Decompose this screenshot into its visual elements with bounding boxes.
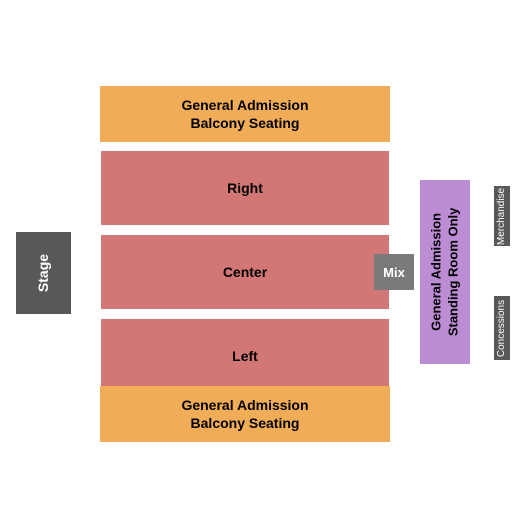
balcony-bottom-section[interactable]: General AdmissionBalcony Seating [100,386,390,442]
right-label: Right [227,180,263,196]
balcony-top-section[interactable]: General AdmissionBalcony Seating [100,86,390,142]
center-section[interactable]: Center [100,234,390,310]
concessions-label: Concessions [497,299,508,356]
balcony-bottom-label: General AdmissionBalcony Seating [181,396,308,432]
standing-section[interactable]: General AdmissionStanding Room Only [420,180,470,364]
center-label: Center [223,264,267,280]
stage-section: Stage [16,232,71,314]
merchandise-section: Merchandise [494,186,510,246]
left-label: Left [232,348,258,364]
left-section[interactable]: Left [100,318,390,394]
concessions-section: Concessions [494,296,510,360]
merchandise-label: Merchandise [497,187,508,244]
stage-label: Stage [36,254,52,292]
balcony-top-label: General AdmissionBalcony Seating [181,96,308,132]
mix-section: Mix [374,254,414,290]
mix-label: Mix [383,265,405,280]
standing-label: General AdmissionStanding Room Only [428,208,462,337]
right-section[interactable]: Right [100,150,390,226]
